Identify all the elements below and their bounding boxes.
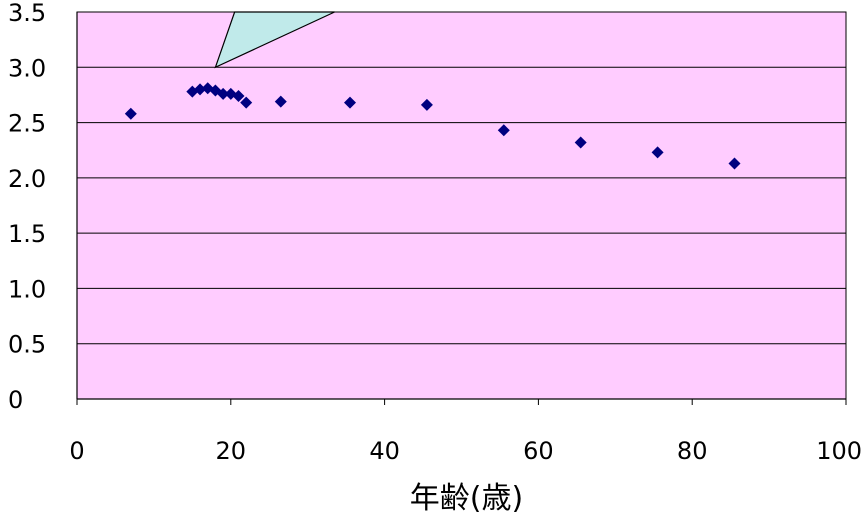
y-tick-label: 1.0 [8,275,46,303]
y-axis-ticks: 0 0.5 1.0 1.5 2.0 2.5 3.0 3.5 [8,0,46,414]
y-tick-label: 0.5 [8,331,46,359]
data-point [728,157,741,170]
axes [76,12,846,400]
x-tick-label: 80 [677,437,708,465]
data-point [574,136,587,149]
data-points [124,82,741,170]
x-tick-label: 60 [523,437,554,465]
y-tick-label: 1.5 [8,220,46,248]
data-point [232,90,245,103]
plot-area [76,11,847,400]
y-tick-label: 0 [8,386,23,414]
gridlines [77,11,846,345]
x-axis-label: 年齢(歳) [410,481,523,516]
y-tick-label: 2.5 [8,110,46,138]
data-point [497,124,510,137]
x-tick-label: 100 [816,437,862,465]
data-point [194,83,207,96]
y-tick-label: 2.0 [8,165,46,193]
data-point [274,95,287,108]
data-point [124,107,137,120]
data-point [343,96,356,109]
data-point [651,146,664,159]
y-tick-label: 3.5 [8,0,46,27]
data-point [420,98,433,111]
x-axis-ticks: 0 20 40 60 80 100 [69,399,862,465]
callout-shape [214,11,335,69]
y-tick-label: 3.0 [8,54,46,82]
data-point [240,96,253,109]
x-tick-label: 40 [369,437,400,465]
x-tick-label: 20 [216,437,247,465]
data-point [217,87,230,100]
x-tick-label: 0 [69,437,84,465]
